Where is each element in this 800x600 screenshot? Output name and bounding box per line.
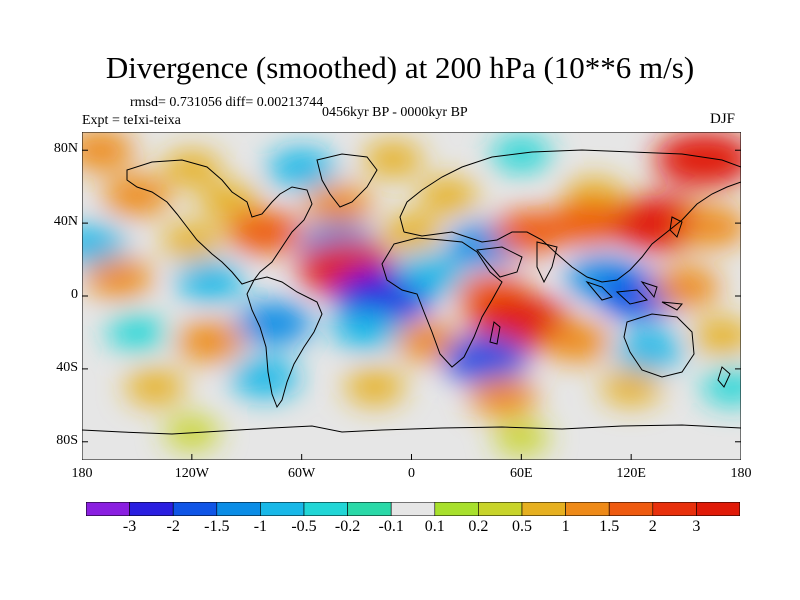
colorbar-box-7 (390, 502, 436, 516)
anomaly-cell-1 (161, 150, 222, 187)
anomaly-cell-19 (608, 195, 709, 252)
colorbar-label: -0.5 (291, 518, 317, 535)
anomaly-cell-32 (176, 321, 245, 362)
coastline-north-america (126, 159, 313, 285)
anomaly-cell-4 (491, 135, 552, 172)
anomaly-cell-33 (236, 301, 313, 346)
anomaly-cell-18 (547, 201, 624, 246)
colorbar-box-8 (434, 502, 479, 516)
anomaly-cell-20 (679, 206, 741, 247)
anomaly-cell-15 (381, 214, 442, 251)
anomaly-cell-25 (395, 254, 464, 295)
coastline-africa (381, 237, 503, 368)
colorbar-box-9 (478, 502, 523, 516)
anomaly-cell-0 (82, 132, 135, 171)
map-panel (82, 132, 741, 460)
anomaly-cell-40 (125, 369, 186, 406)
colorbar-box-2 (172, 502, 218, 516)
coastline-antarctica (82, 424, 741, 435)
anomaly-cell-11 (82, 224, 126, 265)
coastline-japan (669, 216, 683, 238)
anomaly-cell-42 (344, 369, 405, 406)
coastline-south-america (246, 276, 323, 409)
coastline-arabia (476, 246, 523, 278)
colorbar-box-14 (696, 502, 740, 516)
experiment-label: Expt = teIxi-teixa (82, 113, 181, 128)
stats-line: rmsd= 0.731056 diff= 0.00213744 (130, 95, 324, 110)
anomaly-cell-37 (542, 321, 611, 362)
anomaly-cell-9 (418, 177, 479, 214)
colorbar-label: 0.5 (512, 518, 532, 535)
colorbar-label: 1.5 (599, 518, 620, 535)
colorbar-box-12 (608, 502, 654, 516)
x-tick-label: 60W (288, 466, 316, 481)
y-tick-label: 40S (56, 359, 78, 375)
x-tick-label: 180 (730, 466, 752, 481)
colorbar (86, 502, 740, 516)
divergence-field (82, 132, 741, 455)
colorbar-label: -0.2 (334, 518, 361, 535)
colorbar-box-1 (129, 502, 174, 516)
anomaly-cell-47 (493, 421, 549, 455)
colorbar-label: -2 (166, 518, 180, 535)
anomaly-cell-22 (176, 261, 245, 302)
coastline-australia (623, 313, 695, 378)
coastline-india (536, 241, 558, 284)
y-tick-label: 80N (53, 141, 78, 157)
anomaly-cell-5 (654, 132, 741, 188)
plot-title: Divergence (smoothed) at 200 hPa (10**6 … (105, 50, 695, 85)
colorbar-label: 2 (648, 518, 657, 535)
anomaly-cell-7 (198, 183, 259, 220)
anomaly-cell-3 (363, 141, 424, 178)
x-tick-label: 180 (71, 466, 93, 481)
colorbar-label: 0.2 (468, 518, 489, 535)
coastlines (82, 149, 741, 435)
coastline-madagascar (489, 321, 501, 345)
anomaly-cell-36 (442, 335, 527, 384)
colorbar-label: 0.1 (424, 518, 445, 535)
anomaly-cell-6 (102, 175, 171, 216)
anomaly-cell-30 (652, 266, 721, 307)
anomaly-cell-39 (692, 318, 741, 355)
anomaly-cell-31 (106, 314, 167, 351)
colorbar-box-6 (347, 502, 392, 516)
coastline-greenland (316, 153, 378, 208)
anomaly-cell-43 (469, 376, 538, 417)
colorbar-box-0 (86, 502, 130, 516)
colorbar-label: -0.1 (378, 518, 404, 535)
anomaly-cell-44 (601, 369, 662, 406)
colorbar-box-4 (260, 502, 305, 516)
colorbar-label: -1 (253, 518, 268, 535)
y-tick-label: 0 (71, 287, 78, 302)
anomaly-cell-41 (231, 358, 300, 398)
x-tick-label: 120E (616, 466, 646, 481)
anomaly-cell-21 (84, 257, 153, 298)
y-tick-label: 80S (56, 432, 78, 448)
x-tick-label: 0 (408, 466, 415, 481)
colorbar-box-3 (216, 502, 261, 516)
season-label: DJF (710, 111, 736, 127)
colorbar-label: -3 (122, 518, 137, 535)
anomaly-cell-2 (267, 148, 336, 189)
anomaly-cell-34 (331, 308, 400, 349)
colorbar-box-11 (565, 502, 610, 516)
x-tick-label: 120W (174, 466, 209, 481)
anomaly-cell-45 (701, 369, 741, 406)
colorbar-box-10 (521, 502, 566, 516)
y-tick-label: 40N (53, 214, 78, 230)
colorbar-label: -1.5 (204, 518, 230, 535)
anomaly-cell-12 (161, 223, 222, 260)
colorbar-box-5 (303, 502, 348, 516)
coastline-southeast-asia-islands (585, 280, 683, 311)
colorbar-label: 1 (561, 518, 570, 535)
colorbar-label: 3 (692, 518, 701, 535)
anomaly-cell-38 (615, 330, 684, 371)
colorbar-box-13 (652, 502, 697, 516)
period-label: 0456kyr BP - 0000kyr BP (322, 105, 468, 120)
coastline-new-zealand (717, 366, 731, 388)
coastline-europe-asia (399, 149, 741, 283)
x-tick-label: 60E (510, 466, 533, 481)
